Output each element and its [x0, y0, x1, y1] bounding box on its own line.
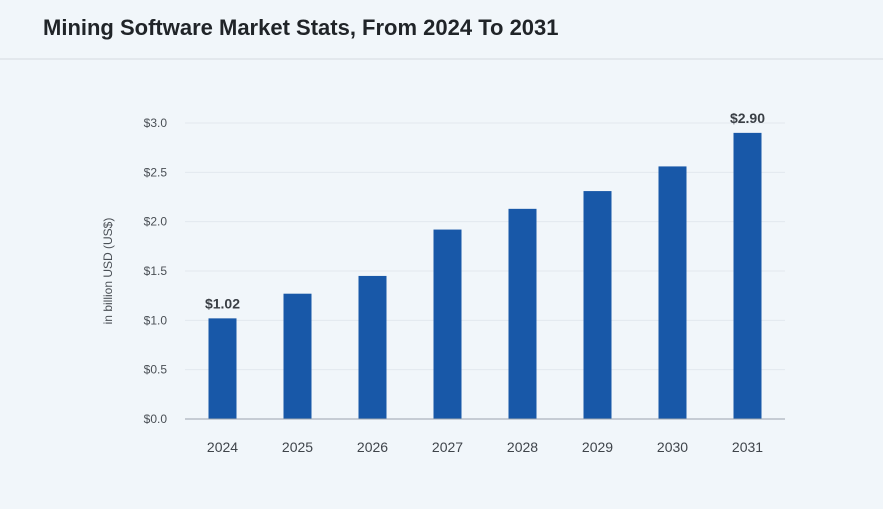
chart-title: Mining Software Market Stats, From 2024 … [43, 15, 559, 40]
y-tick-label: $1.0 [144, 313, 168, 327]
y-tick-label: $0.5 [144, 363, 168, 377]
bars [208, 132, 762, 419]
y-tick-label: $2.5 [144, 165, 168, 179]
x-tick-label: 2025 [282, 439, 313, 455]
chart-area: $0.0 $0.5 $1.0 $1.5 $2.0 $2.5 $3.0 2024 2025 202… [0, 60, 883, 509]
bar-chart: $0.0$0.5$1.0$1.5$2.0$2.5$3.0 2024 2025 202… [101, 110, 785, 455]
y-tick-label: $3.0 [144, 116, 168, 130]
bar-2029 [583, 191, 612, 419]
data-label-2031: $2.90 [730, 110, 765, 126]
y-tick-label: $2.0 [144, 215, 168, 229]
bar-2027 [433, 229, 462, 419]
x-tick-label: 2031 [732, 439, 763, 455]
chart-header: Mining Software Market Stats, From 2024 … [0, 0, 883, 60]
x-tick-label: 2028 [507, 439, 538, 455]
y-tick-label: $1.5 [144, 264, 168, 278]
x-axis-labels: 2024 2025 2026 2027 2028 2029 2030 2031 [207, 439, 763, 455]
bar-2026 [358, 275, 387, 419]
x-tick-label: 2030 [657, 439, 688, 455]
data-label-2024: $1.02 [205, 295, 240, 311]
bar-2030 [658, 166, 687, 419]
x-tick-label: 2024 [207, 439, 238, 455]
bar-2031 [733, 132, 762, 419]
bar-2028 [508, 208, 537, 419]
x-tick-label: 2027 [432, 439, 463, 455]
y-axis-title: in billion USD (US$) [101, 218, 115, 325]
x-tick-label: 2029 [582, 439, 613, 455]
grid-lines [185, 122, 785, 371]
y-tick-label: $0.0 [144, 412, 168, 426]
x-tick-label: 2026 [357, 439, 388, 455]
bar-2024 [208, 318, 237, 419]
y-axis-ticks: $0.0 $0.5 $1.0 $1.5 $2.0 $2.5 $3.0 [144, 116, 168, 426]
data-labels: $1.02 $2.90 [205, 110, 765, 311]
bar-2025 [283, 293, 312, 419]
